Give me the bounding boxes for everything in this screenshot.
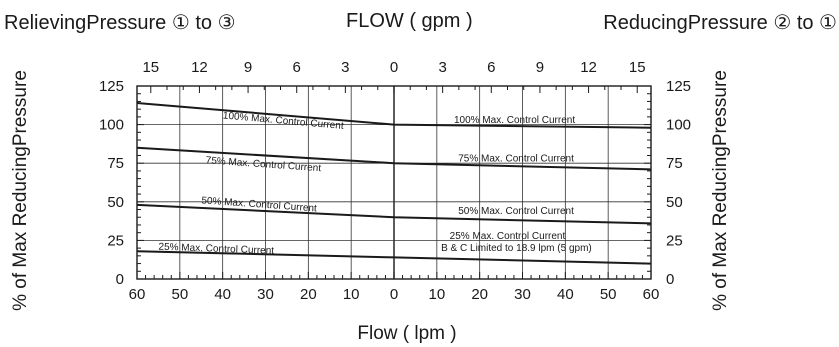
top-tick-label: 15	[142, 59, 159, 76]
reducing-pressure-header: ReducingPressure ② to ①	[603, 12, 837, 34]
y-tick-label-right: 100	[666, 117, 691, 134]
x-tick-label: 40	[214, 286, 231, 303]
top-tick-label: 15	[629, 59, 646, 76]
x-tick-label: 20	[471, 286, 488, 303]
x-tick-label: 50	[171, 286, 188, 303]
x-tick-label: 60	[643, 286, 660, 303]
x-axis-label: Flow ( lpm )	[357, 323, 456, 344]
x-tick-label: 20	[300, 286, 317, 303]
series-annotation: B & C Limited to 18.9 lpm (5 gpm)	[441, 243, 592, 254]
x-tick-label: 10	[428, 286, 445, 303]
y-tick-label-right: 0	[666, 271, 674, 288]
x-tick-label: 30	[514, 286, 531, 303]
y-tick-label-right: 25	[666, 232, 683, 249]
top-tick-label: 12	[580, 59, 597, 76]
grid	[137, 86, 651, 279]
top-tick-label: 3	[341, 59, 349, 76]
y-tick-label-left: 125	[99, 78, 124, 95]
y-tick-label-right: 125	[666, 78, 691, 95]
y-axis-label-right: % of Max ReducingPressure	[710, 70, 731, 311]
y-tick-label-left: 100	[99, 117, 124, 134]
y-tick-label-left: 25	[107, 232, 124, 249]
top-tick-label: 9	[536, 59, 544, 76]
y-tick-label-left: 0	[116, 271, 124, 288]
x-tick-label: 10	[343, 286, 360, 303]
y-axis-label-left: % of Max ReducingPressure	[10, 70, 31, 311]
y-tick-label-left: 50	[107, 194, 124, 211]
series-line	[136, 203, 652, 225]
series-line	[136, 146, 652, 171]
top-tick-label: 6	[487, 59, 495, 76]
y-tick-label-right: 75	[666, 155, 683, 172]
series-annotation: 25% Max. Control Current	[158, 242, 274, 257]
top-tick-label: 0	[390, 59, 398, 76]
series-line	[136, 250, 652, 265]
x-tick-label: 50	[600, 286, 617, 303]
x-tick-label: 60	[129, 286, 146, 303]
relieving-pressure-header: RelievingPressure ① to ③	[4, 12, 236, 34]
top-tick-label: 12	[191, 59, 208, 76]
annotations: 100% Max. Control Current 100% Max. Contr…	[158, 110, 591, 256]
series-annotation: 100% Max. Control Current	[222, 110, 344, 132]
y-tick-label-left: 75	[107, 155, 124, 172]
series-annotation: 50% Max. Control Current	[458, 206, 574, 217]
top-tick-label: 3	[438, 59, 446, 76]
y-tick-label-right: 50	[666, 194, 683, 211]
series-line	[136, 102, 652, 129]
series-lines	[136, 102, 652, 265]
series-annotation: 25% Max. Control Current	[450, 231, 566, 242]
x-tick-label: 30	[257, 286, 274, 303]
series-annotation: 100% Max. Control Current	[454, 115, 575, 126]
series-annotation: 75% Max. Control Current	[458, 154, 574, 165]
top-tick-label: 9	[244, 59, 252, 76]
top-tick-label: 6	[293, 59, 301, 76]
x-tick-label: 0	[390, 286, 398, 303]
flow-gpm-header: FLOW ( gpm )	[346, 10, 473, 32]
x-tick-label: 40	[557, 286, 574, 303]
